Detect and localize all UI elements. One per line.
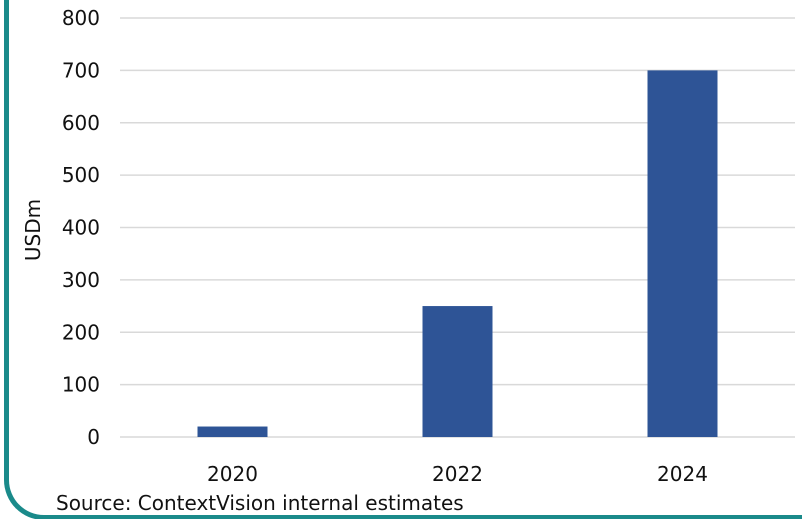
y-tick-label: 0 [87,425,100,449]
y-tick-label: 200 [62,320,100,344]
y-tick-label: 700 [62,58,100,82]
bar-2022 [422,306,493,437]
y-tick-label: 600 [62,111,100,135]
bar-2024 [647,70,718,437]
x-tick-label-2024: 2024 [657,462,708,486]
y-tick-label: 800 [62,6,100,30]
bars [197,70,718,437]
y-axis-ticks: 0 100 200 300 400 500 600 700 800 [62,6,100,449]
y-axis-title: USDm [21,199,45,261]
y-tick-label: 500 [62,163,100,187]
x-axis-ticks: 2020 2022 2024 [207,462,708,486]
bar-2020 [197,426,268,437]
decorative-frame [4,0,802,519]
y-tick-label: 300 [62,268,100,292]
y-tick-label: 100 [62,373,100,397]
x-tick-label-2020: 2020 [207,462,258,486]
source-note: Source: ContextVision internal estimates [56,491,464,515]
x-tick-label-2022: 2022 [432,462,483,486]
y-tick-label: 400 [62,216,100,240]
